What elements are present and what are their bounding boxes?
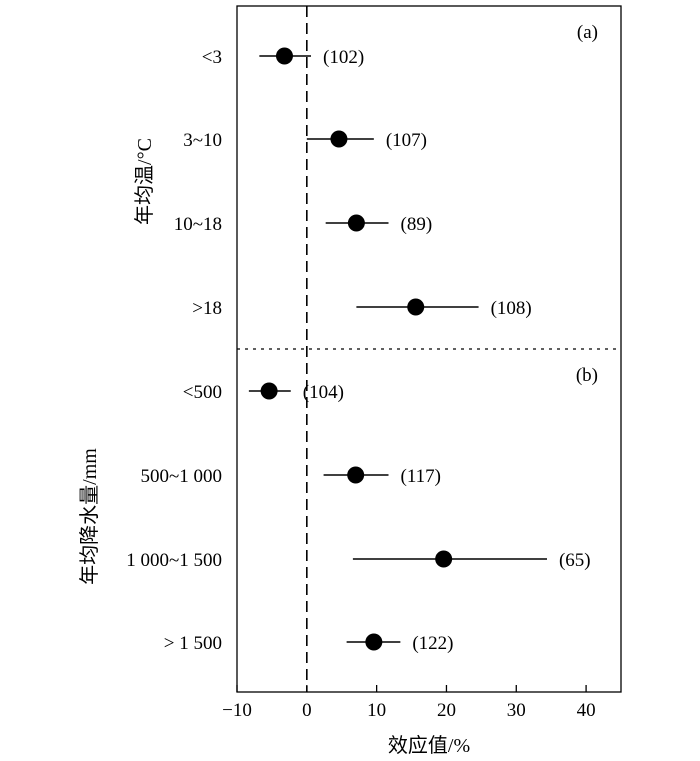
- sample-size-label: (102): [323, 47, 364, 68]
- point-estimate: [347, 214, 365, 232]
- sample-size-label: (104): [303, 382, 344, 403]
- category-label: <500: [183, 382, 222, 403]
- sample-size-label: (89): [401, 214, 433, 235]
- point-estimate: [330, 130, 348, 148]
- x-tick-label: 20: [437, 700, 456, 721]
- point-estimate: [435, 550, 453, 568]
- x-tick-label: −10: [222, 700, 252, 721]
- category-label: 3~10: [183, 130, 222, 151]
- category-label: >18: [192, 298, 222, 319]
- x-axis-label: 效应值/%: [388, 734, 470, 757]
- x-tick-label: 40: [577, 700, 596, 721]
- panel-label: (b): [576, 365, 598, 386]
- sample-size-label: (122): [412, 633, 453, 654]
- y-group-label: 年均温/°C: [133, 138, 156, 225]
- panel-label: (a): [577, 22, 598, 43]
- x-tick-label: 30: [507, 700, 526, 721]
- point-estimate: [365, 633, 383, 651]
- category-label: 10~18: [174, 214, 222, 235]
- sample-size-label: (107): [386, 130, 427, 151]
- category-label: 500~1 000: [140, 466, 222, 487]
- point-estimate: [260, 382, 278, 400]
- point-estimate: [407, 298, 425, 316]
- point-estimate: [347, 466, 365, 484]
- category-label: 1 000~1 500: [126, 550, 222, 571]
- category-label: <3: [202, 47, 222, 68]
- y-group-label: 年均降水量/mm: [78, 448, 101, 585]
- x-tick-label: 10: [367, 700, 386, 721]
- x-tick-label: 0: [302, 700, 312, 721]
- category-label: > 1 500: [164, 633, 222, 654]
- sample-size-label: (108): [491, 298, 532, 319]
- sample-size-label: (117): [401, 466, 441, 487]
- sample-size-label: (65): [559, 550, 591, 571]
- point-estimate: [275, 47, 293, 65]
